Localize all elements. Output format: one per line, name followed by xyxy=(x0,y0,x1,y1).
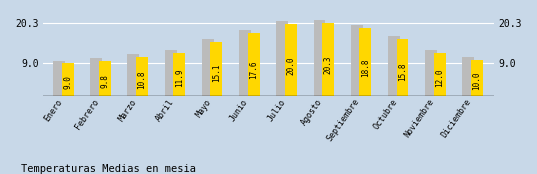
Text: 9.0: 9.0 xyxy=(63,75,72,89)
Text: 10.8: 10.8 xyxy=(137,70,147,89)
Text: 12.0: 12.0 xyxy=(435,69,444,87)
Bar xyxy=(239,30,251,96)
Text: 9.8: 9.8 xyxy=(100,74,109,88)
Bar xyxy=(285,24,297,96)
Bar xyxy=(314,20,325,96)
Text: 17.6: 17.6 xyxy=(249,60,258,78)
Bar xyxy=(202,39,214,96)
Bar xyxy=(351,25,362,96)
Bar xyxy=(277,21,288,96)
Text: 10.0: 10.0 xyxy=(473,72,481,90)
Bar xyxy=(462,57,474,96)
Bar xyxy=(99,61,111,96)
Bar xyxy=(173,53,185,96)
Bar xyxy=(90,58,102,96)
Bar xyxy=(53,61,65,96)
Bar xyxy=(388,36,400,96)
Bar xyxy=(396,39,409,96)
Bar xyxy=(136,57,148,96)
Bar xyxy=(434,53,446,96)
Text: 18.8: 18.8 xyxy=(361,58,370,77)
Bar xyxy=(211,42,222,96)
Bar xyxy=(359,28,371,96)
Bar xyxy=(322,23,334,96)
Bar xyxy=(471,60,483,96)
Bar xyxy=(62,64,74,96)
Bar xyxy=(165,50,177,96)
Text: 20.0: 20.0 xyxy=(286,56,295,75)
Text: 11.9: 11.9 xyxy=(175,69,184,87)
Text: Temperaturas Medias en mesia: Temperaturas Medias en mesia xyxy=(21,164,197,174)
Bar xyxy=(248,33,259,96)
Bar xyxy=(425,50,437,96)
Text: 15.1: 15.1 xyxy=(212,64,221,82)
Text: 20.3: 20.3 xyxy=(323,56,332,74)
Bar xyxy=(127,54,140,96)
Text: 15.8: 15.8 xyxy=(398,63,407,81)
